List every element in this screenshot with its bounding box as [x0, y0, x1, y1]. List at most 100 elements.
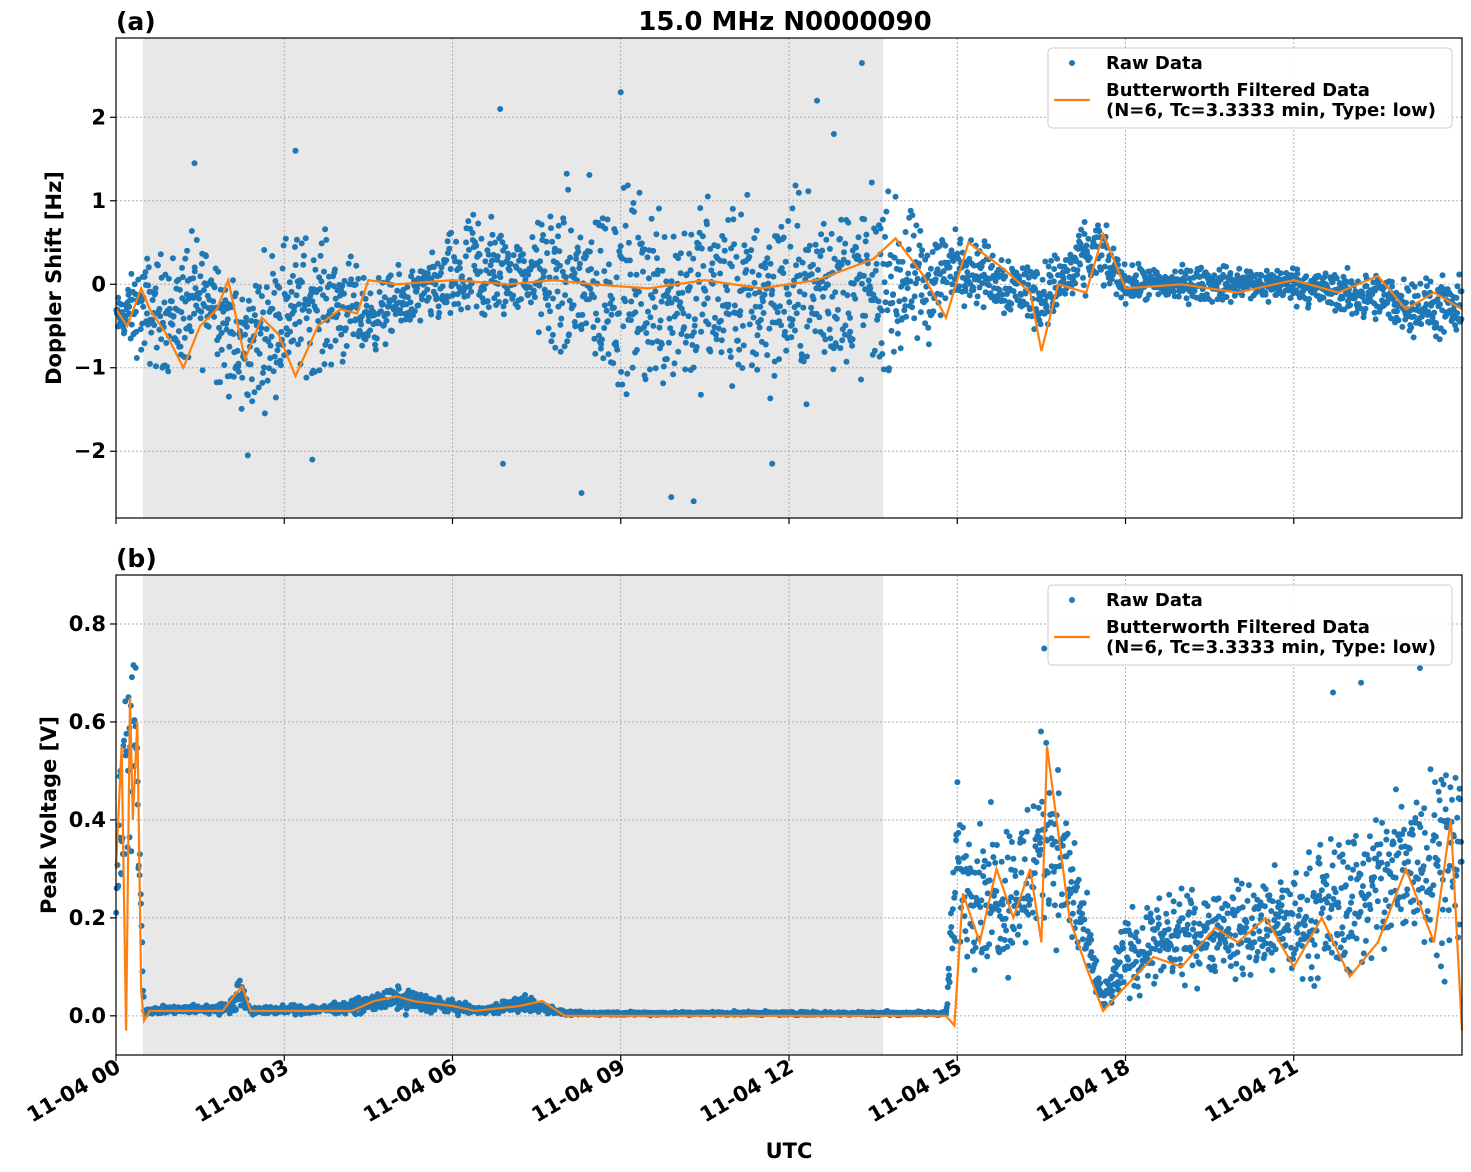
raw-data-point — [794, 222, 801, 229]
raw-data-point — [558, 315, 565, 322]
raw-data-point — [914, 275, 921, 282]
raw-data-point — [221, 362, 228, 368]
raw-data-point — [473, 303, 480, 310]
raw-data-point — [750, 314, 757, 321]
raw-data-point — [594, 317, 601, 324]
raw-data-point — [1014, 931, 1021, 938]
raw-data-point — [179, 264, 185, 271]
raw-data-point — [620, 323, 627, 330]
raw-data-point — [601, 325, 608, 331]
raw-data-point — [1003, 828, 1010, 835]
raw-data-point — [1167, 942, 1174, 949]
raw-data-point — [690, 255, 697, 262]
raw-data-point — [782, 328, 788, 335]
raw-data-point — [458, 306, 465, 313]
raw-data-point — [659, 267, 666, 274]
raw-data-point — [563, 170, 570, 177]
raw-data-point — [1103, 222, 1110, 229]
raw-data-point — [667, 325, 674, 332]
raw-data-point — [1170, 908, 1177, 915]
raw-data-point — [974, 293, 981, 300]
raw-data-point — [930, 308, 937, 315]
raw-data-point — [746, 321, 753, 328]
raw-data-point — [485, 251, 492, 258]
raw-data-outlier — [814, 97, 821, 104]
raw-data-point — [808, 304, 815, 311]
raw-data-point — [1285, 927, 1292, 934]
raw-data-point — [1095, 975, 1102, 982]
raw-data-point — [766, 244, 773, 251]
raw-data-point — [1288, 944, 1295, 951]
raw-data-point — [1191, 920, 1198, 927]
raw-data-point — [121, 737, 127, 744]
raw-data-point — [778, 265, 785, 272]
raw-data-point — [1023, 828, 1030, 835]
raw-data-point — [985, 243, 992, 250]
raw-data-point — [1227, 270, 1234, 276]
raw-data-point — [1204, 903, 1211, 909]
raw-data-point — [1023, 301, 1030, 308]
raw-data-point — [267, 342, 274, 349]
raw-data-point — [459, 273, 465, 280]
raw-data-point — [602, 225, 609, 232]
raw-data-point — [1039, 276, 1046, 283]
raw-data-point — [1051, 266, 1058, 272]
raw-data-point — [1268, 949, 1275, 956]
raw-data-point — [163, 340, 170, 346]
raw-data-point — [999, 291, 1006, 298]
raw-data-point — [821, 349, 828, 355]
raw-data-point — [135, 276, 142, 283]
raw-data-point — [986, 282, 992, 289]
raw-data-point — [453, 238, 460, 245]
raw-data-point — [657, 317, 664, 324]
raw-data-point — [1175, 293, 1182, 300]
raw-data-point — [1394, 308, 1400, 315]
raw-data-point — [757, 316, 764, 323]
raw-data-point — [1088, 949, 1095, 955]
raw-data-point — [732, 325, 739, 332]
raw-data-point — [126, 303, 133, 310]
raw-data-point — [946, 264, 953, 271]
raw-data-point — [767, 260, 774, 267]
raw-data-point — [546, 274, 553, 281]
raw-data-point — [669, 329, 676, 336]
raw-data-point — [937, 312, 944, 319]
raw-data-point — [885, 188, 892, 195]
raw-data-point — [1027, 896, 1034, 903]
raw-data-point — [665, 294, 672, 301]
raw-data-point — [600, 355, 607, 362]
raw-data-point — [1395, 317, 1402, 324]
raw-data-point — [1271, 862, 1278, 869]
raw-data-point — [844, 259, 851, 266]
raw-data-point — [1305, 301, 1312, 307]
raw-data-point — [317, 252, 324, 259]
raw-data-outlier — [244, 452, 251, 459]
raw-data-point — [271, 289, 278, 296]
raw-data-point — [1341, 306, 1348, 313]
raw-data-point — [756, 289, 763, 296]
raw-data-point — [1216, 941, 1223, 947]
raw-data-point — [955, 829, 962, 836]
raw-data-point — [1258, 912, 1265, 919]
raw-data-point — [623, 391, 630, 398]
raw-data-point — [339, 358, 346, 365]
raw-data-point — [328, 361, 335, 368]
raw-data-point — [1220, 917, 1227, 924]
raw-data-point — [556, 262, 563, 269]
raw-data-point — [471, 262, 478, 269]
raw-data-point — [1078, 226, 1085, 233]
raw-data-point — [318, 278, 325, 285]
raw-data-point — [745, 292, 752, 299]
raw-data-point — [1185, 931, 1192, 938]
raw-data-point — [301, 305, 308, 312]
raw-data-point — [316, 367, 323, 374]
raw-data-point — [927, 265, 934, 272]
raw-data-point — [570, 302, 577, 309]
raw-data-point — [592, 350, 599, 357]
raw-data-point — [816, 314, 823, 321]
raw-data-point — [837, 235, 843, 242]
raw-data-point — [717, 270, 724, 277]
raw-data-point — [296, 318, 303, 325]
raw-data-point — [668, 299, 675, 306]
raw-data-point — [217, 379, 223, 386]
